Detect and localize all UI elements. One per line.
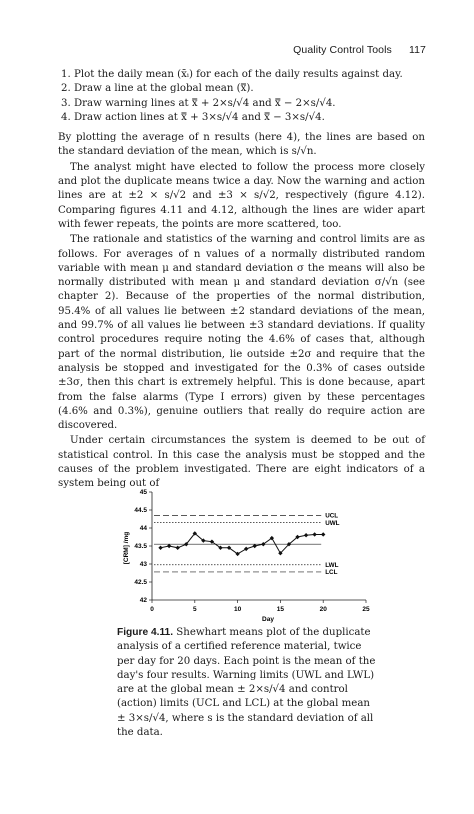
daily-mean-line — [160, 532, 324, 555]
procedure-list: Plot the daily mean (x̄ᵢ) for each of th… — [58, 68, 425, 125]
caption-label: Figure 4.11. — [117, 627, 174, 638]
y-tick-label: 43 — [140, 561, 148, 568]
procedure-step: Plot the daily mean (x̄ᵢ) for each of th… — [74, 68, 425, 82]
data-point — [295, 534, 300, 540]
y-axis-label: [CRM] /mg — [123, 532, 130, 565]
x-tick-label: 0 — [150, 606, 154, 613]
y-tick-label: 42.5 — [134, 579, 147, 586]
paragraph: The analyst might have elected to follow… — [58, 161, 425, 230]
procedure-step: Draw action lines at x̿ + 3×s/√4 and x̿ … — [74, 111, 425, 125]
y-tick-label: 42 — [140, 597, 148, 604]
paragraph: By plotting the average of n results (he… — [58, 132, 425, 158]
running-title: Quality Control Tools — [293, 44, 392, 56]
y-tick-label: 44.5 — [134, 507, 147, 514]
x-tick-label: 20 — [320, 606, 328, 613]
ucl-label: UCL — [325, 513, 338, 520]
y-tick-label: 44 — [140, 525, 148, 532]
y-tick-label: 43.5 — [134, 543, 147, 550]
data-point — [243, 546, 249, 552]
lwl-label: LWL — [325, 562, 338, 569]
data-point — [175, 545, 180, 550]
procedure-step: Draw a line at the global mean (x̿). — [74, 82, 425, 96]
lcl-label: LCL — [325, 569, 337, 576]
caption-text: Shewhart means plot of the duplicate ana… — [117, 627, 376, 739]
data-point — [321, 532, 326, 537]
x-tick-label: 15 — [277, 606, 285, 613]
figure-4-11: 0 5 10 15 20 25 42 42.5 43 43.5 44 44.5 45 UCL UWL LWL… — [120, 484, 390, 628]
page-number: 117 — [408, 44, 426, 56]
uwl-label: UWL — [325, 520, 339, 527]
x-axis-label: Day — [262, 616, 274, 623]
data-point — [158, 545, 163, 550]
data-point — [303, 533, 309, 538]
x-tick-label: 5 — [193, 606, 197, 613]
x-tick-label: 10 — [234, 606, 242, 613]
data-point — [312, 532, 317, 537]
data-point — [166, 543, 172, 549]
body-text: Plot the daily mean (x̄ᵢ) for each of th… — [58, 68, 425, 493]
y-tick-label: 45 — [140, 489, 148, 496]
x-tick-label: 25 — [362, 606, 370, 613]
figure-caption: Figure 4.11. Shewhart means plot of the … — [117, 626, 381, 740]
page-header: Quality Control Tools 117 — [293, 44, 426, 56]
paragraph: Under certain circumstances the system i… — [58, 435, 425, 490]
procedure-step: Draw warning lines at x̿ + 2×s/√4 and x̿… — [74, 97, 425, 111]
paragraph: The rationale and statistics of the warn… — [58, 234, 425, 432]
data-point — [252, 543, 257, 549]
